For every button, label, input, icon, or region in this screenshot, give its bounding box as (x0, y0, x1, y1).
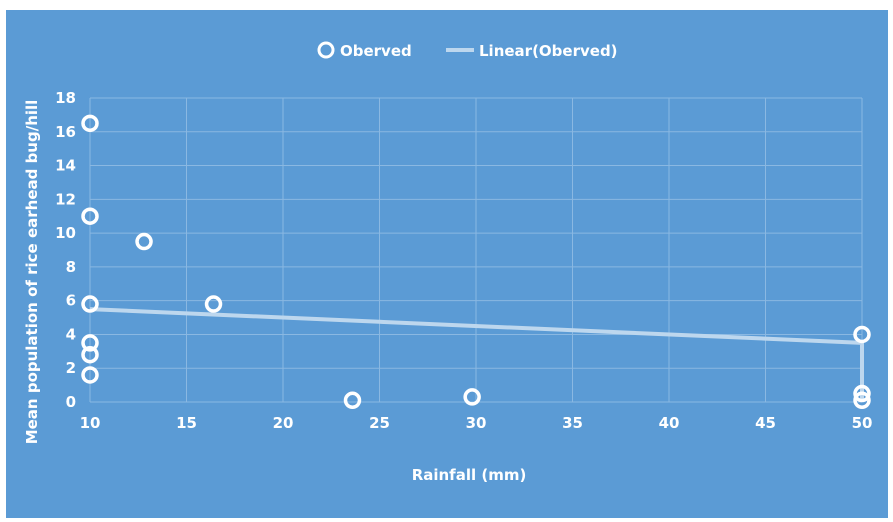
chart-area: 10 15 20 25 30 35 40 45 50 0 2 4 6 8 10 12 14 16 18 Oberv… (6, 10, 888, 518)
data-point-observed (853, 325, 871, 344)
data-point-observed (853, 391, 871, 410)
y-tick-label: 10 (55, 224, 76, 242)
data-point-observed (853, 384, 871, 403)
data-point-observed (81, 295, 99, 313)
y-axis-ticks: 0 2 4 6 8 10 12 14 16 18 (55, 89, 76, 411)
data-point-observed (81, 334, 99, 352)
x-tick-label: 10 (80, 414, 101, 432)
data-point-observed (81, 114, 99, 133)
data-point-observed (81, 207, 99, 225)
y-tick-label: 16 (55, 123, 76, 141)
x-tick-label: 35 (562, 414, 583, 432)
x-tick-label: 25 (369, 414, 390, 432)
y-tick-label: 0 (66, 393, 76, 411)
legend-label-linear: Linear(Oberved) (479, 42, 618, 60)
grid-lines (89, 97, 863, 403)
legend-label-observed: Oberved (340, 42, 412, 60)
data-point-observed (81, 366, 99, 384)
y-tick-label: 2 (66, 359, 76, 377)
x-tick-label: 40 (659, 414, 680, 432)
x-tick-label: 50 (852, 414, 873, 432)
data-point-observed (81, 345, 99, 364)
x-tick-label: 15 (176, 414, 197, 432)
x-tick-label: 45 (755, 414, 776, 432)
legend: Oberved Linear(Oberved) (317, 41, 618, 60)
data-point-observed (343, 391, 362, 410)
y-tick-label: 14 (55, 157, 76, 175)
y-tick-label: 12 (55, 190, 76, 208)
x-axis-title: Rainfall (mm) (412, 466, 527, 484)
data-point-observed (204, 295, 223, 313)
y-tick-label: 18 (55, 89, 76, 107)
y-tick-label: 8 (66, 258, 76, 276)
x-axis-ticks: 10 15 20 25 30 35 40 45 50 (80, 414, 873, 432)
scatter-chart: 10 15 20 25 30 35 40 45 50 0 2 4 6 8 10 12 14 16 18 Oberv… (23, 41, 873, 484)
data-point-observed (135, 232, 153, 251)
legend-marker-observed (317, 41, 335, 59)
x-tick-label: 20 (273, 414, 294, 432)
x-tick-label: 30 (466, 414, 487, 432)
data-points (81, 114, 871, 410)
y-tick-label: 4 (66, 325, 76, 343)
y-tick-label: 6 (66, 292, 76, 310)
data-point-observed (463, 388, 481, 406)
y-axis-title: Mean population of rice earhead bug/hill (23, 100, 41, 445)
